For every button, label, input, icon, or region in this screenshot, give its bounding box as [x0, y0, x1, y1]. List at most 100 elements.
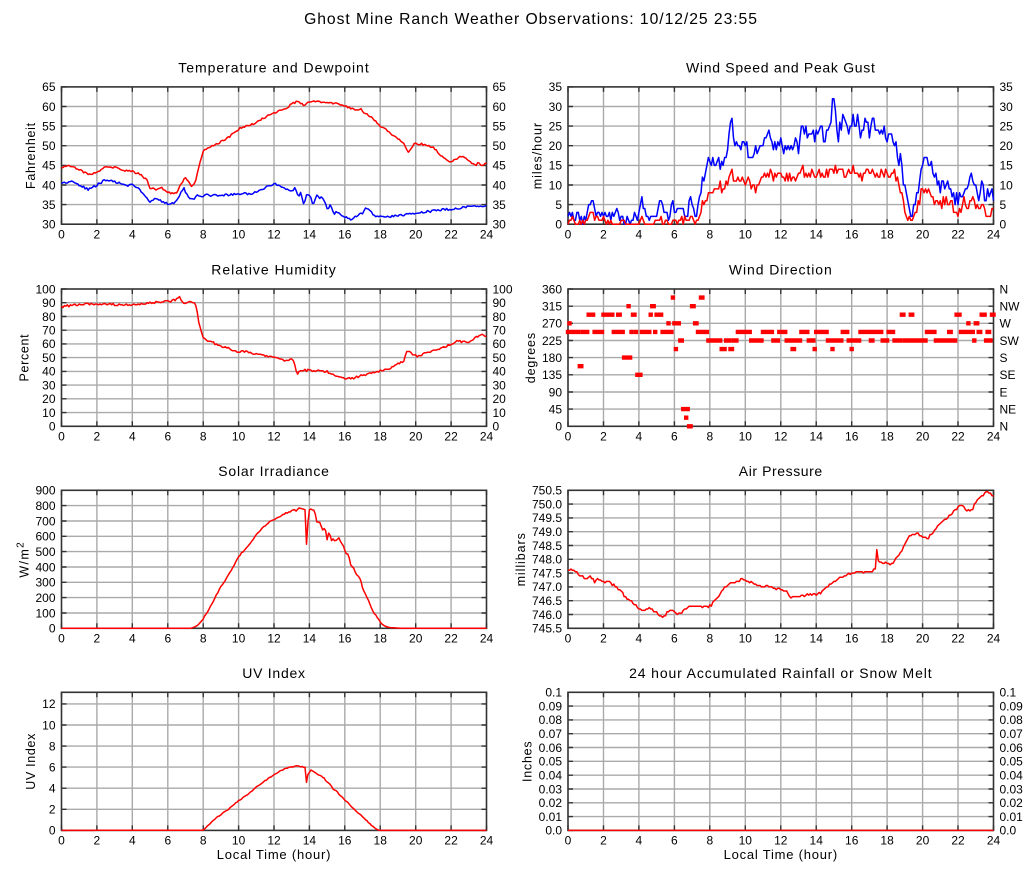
svg-text:0: 0 — [58, 834, 65, 848]
svg-text:747.5: 747.5 — [532, 566, 562, 580]
svg-text:Ghost Mine Ranch Weather Obser: Ghost Mine Ranch Weather Observations: 1… — [304, 11, 758, 28]
svg-text:14: 14 — [303, 430, 317, 444]
svg-text:0: 0 — [565, 632, 572, 646]
svg-text:24: 24 — [480, 430, 494, 444]
svg-text:10: 10 — [739, 834, 753, 848]
svg-text:8: 8 — [200, 430, 207, 444]
svg-text:0.06: 0.06 — [539, 741, 563, 755]
svg-text:8: 8 — [200, 834, 207, 848]
svg-text:10: 10 — [549, 178, 563, 192]
svg-text:747.0: 747.0 — [532, 580, 562, 594]
svg-text:0.01: 0.01 — [1000, 810, 1024, 824]
svg-text:800: 800 — [35, 499, 55, 513]
svg-text:6: 6 — [49, 760, 56, 774]
svg-text:8: 8 — [706, 632, 713, 646]
svg-text:0.02: 0.02 — [1000, 796, 1024, 810]
svg-text:700: 700 — [35, 514, 55, 528]
svg-text:315: 315 — [542, 300, 562, 314]
svg-text:360: 360 — [542, 282, 562, 296]
svg-text:4: 4 — [636, 430, 643, 444]
svg-text:6: 6 — [671, 430, 678, 444]
svg-text:20: 20 — [42, 392, 56, 406]
svg-text:18: 18 — [880, 834, 894, 848]
svg-text:S: S — [1000, 351, 1008, 365]
svg-text:0.03: 0.03 — [1000, 782, 1024, 796]
svg-text:60: 60 — [42, 100, 56, 114]
svg-text:30: 30 — [42, 218, 56, 232]
svg-text:degrees: degrees — [524, 332, 538, 383]
svg-text:750.0: 750.0 — [532, 497, 562, 511]
svg-text:0.05: 0.05 — [1000, 755, 1024, 769]
svg-text:miles/hour: miles/hour — [531, 122, 545, 189]
svg-text:65: 65 — [493, 80, 507, 94]
svg-text:16: 16 — [338, 228, 352, 242]
svg-text:6: 6 — [671, 834, 678, 848]
svg-text:40: 40 — [42, 365, 56, 379]
svg-text:18: 18 — [880, 632, 894, 646]
svg-text:35: 35 — [1000, 80, 1014, 94]
svg-text:12: 12 — [267, 834, 281, 848]
svg-text:20: 20 — [916, 228, 930, 242]
svg-text:0.04: 0.04 — [1000, 769, 1024, 783]
svg-text:Percent: Percent — [18, 334, 32, 382]
svg-text:20: 20 — [409, 834, 423, 848]
svg-text:24: 24 — [480, 228, 494, 242]
svg-text:24: 24 — [480, 834, 494, 848]
svg-text:10: 10 — [232, 430, 246, 444]
svg-text:22: 22 — [444, 834, 458, 848]
svg-text:16: 16 — [845, 430, 859, 444]
svg-text:18: 18 — [374, 632, 388, 646]
svg-text:0: 0 — [58, 632, 65, 646]
svg-text:65: 65 — [42, 80, 56, 94]
svg-text:8: 8 — [49, 739, 56, 753]
svg-text:10: 10 — [42, 718, 56, 732]
svg-text:0.0: 0.0 — [1000, 824, 1017, 838]
svg-text:4: 4 — [636, 632, 643, 646]
svg-text:0.01: 0.01 — [539, 810, 563, 824]
svg-text:12: 12 — [267, 228, 281, 242]
svg-text:30: 30 — [549, 100, 563, 114]
svg-text:40: 40 — [493, 178, 507, 192]
svg-text:Wind Direction: Wind Direction — [729, 262, 833, 278]
svg-text:225: 225 — [542, 334, 562, 348]
svg-text:Local Time (hour): Local Time (hour) — [217, 847, 331, 862]
svg-text:20: 20 — [549, 139, 563, 153]
svg-text:748.5: 748.5 — [532, 539, 562, 553]
svg-text:15: 15 — [1000, 159, 1014, 173]
svg-text:6: 6 — [671, 228, 678, 242]
svg-text:200: 200 — [35, 591, 55, 605]
svg-text:55: 55 — [493, 119, 507, 133]
svg-text:746.5: 746.5 — [532, 594, 562, 608]
svg-text:300: 300 — [35, 576, 55, 590]
svg-text:45: 45 — [549, 402, 563, 416]
svg-text:20: 20 — [409, 430, 423, 444]
svg-text:745.5: 745.5 — [532, 622, 562, 636]
svg-text:4: 4 — [49, 782, 56, 796]
svg-text:25: 25 — [549, 119, 563, 133]
svg-text:12: 12 — [774, 632, 788, 646]
svg-text:20: 20 — [493, 392, 507, 406]
svg-text:4: 4 — [636, 228, 643, 242]
svg-text:14: 14 — [810, 430, 824, 444]
svg-text:10: 10 — [493, 406, 507, 420]
svg-text:24: 24 — [987, 228, 1001, 242]
svg-text:60: 60 — [493, 100, 507, 114]
svg-text:0.1: 0.1 — [1000, 686, 1017, 700]
svg-text:22: 22 — [951, 430, 965, 444]
svg-text:SE: SE — [1000, 368, 1016, 382]
svg-text:18: 18 — [374, 430, 388, 444]
svg-text:5: 5 — [555, 198, 562, 212]
svg-text:2: 2 — [600, 834, 607, 848]
svg-text:0.09: 0.09 — [539, 699, 563, 713]
svg-text:Fahrenheit: Fahrenheit — [24, 122, 38, 189]
svg-text:10: 10 — [739, 430, 753, 444]
svg-text:14: 14 — [810, 632, 824, 646]
svg-text:30: 30 — [1000, 100, 1014, 114]
svg-text:10: 10 — [1000, 178, 1014, 192]
svg-text:Solar Irradiance: Solar Irradiance — [218, 463, 329, 479]
svg-text:12: 12 — [774, 430, 788, 444]
svg-text:50: 50 — [493, 351, 507, 365]
svg-text:24: 24 — [987, 632, 1001, 646]
svg-text:24: 24 — [987, 430, 1001, 444]
svg-text:W: W — [1000, 317, 1012, 331]
